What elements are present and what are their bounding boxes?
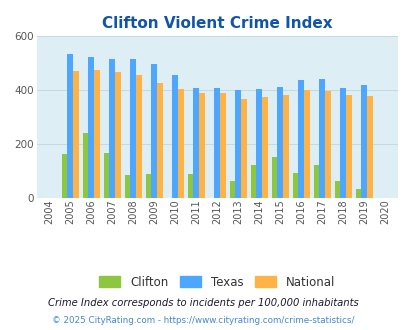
Legend: Clifton, Texas, National: Clifton, Texas, National bbox=[96, 272, 338, 292]
Bar bbox=[88, 57, 94, 198]
Bar bbox=[172, 75, 177, 198]
Bar bbox=[235, 90, 241, 198]
Bar bbox=[303, 90, 309, 198]
Bar bbox=[136, 75, 141, 198]
Bar bbox=[271, 157, 277, 198]
Bar bbox=[250, 165, 256, 198]
Bar bbox=[214, 87, 220, 198]
Bar bbox=[220, 93, 225, 198]
Bar bbox=[366, 96, 372, 198]
Bar bbox=[319, 79, 324, 198]
Bar bbox=[360, 85, 366, 198]
Bar bbox=[334, 181, 339, 198]
Bar bbox=[339, 87, 345, 198]
Bar bbox=[229, 181, 235, 198]
Bar bbox=[292, 173, 298, 198]
Bar bbox=[198, 93, 204, 198]
Bar bbox=[73, 71, 79, 198]
Bar bbox=[83, 133, 88, 198]
Bar bbox=[67, 54, 73, 198]
Bar bbox=[151, 64, 157, 198]
Text: © 2025 CityRating.com - https://www.cityrating.com/crime-statistics/: © 2025 CityRating.com - https://www.city… bbox=[51, 316, 354, 325]
Bar bbox=[256, 89, 261, 198]
Bar bbox=[177, 89, 183, 198]
Bar bbox=[261, 97, 267, 198]
Bar bbox=[109, 59, 115, 198]
Bar bbox=[103, 153, 109, 198]
Title: Clifton Violent Crime Index: Clifton Violent Crime Index bbox=[102, 16, 332, 31]
Text: Crime Index corresponds to incidents per 100,000 inhabitants: Crime Index corresponds to incidents per… bbox=[47, 298, 358, 308]
Bar bbox=[157, 82, 162, 198]
Bar bbox=[345, 95, 351, 198]
Bar bbox=[324, 91, 330, 198]
Bar bbox=[282, 95, 288, 198]
Bar bbox=[313, 165, 319, 198]
Bar bbox=[355, 189, 360, 198]
Bar bbox=[187, 174, 193, 198]
Bar bbox=[115, 72, 120, 198]
Bar bbox=[193, 87, 198, 198]
Bar bbox=[298, 80, 303, 198]
Bar bbox=[62, 153, 67, 198]
Bar bbox=[241, 99, 246, 198]
Bar bbox=[124, 175, 130, 198]
Bar bbox=[130, 59, 136, 198]
Bar bbox=[277, 87, 282, 198]
Bar bbox=[94, 70, 99, 198]
Bar bbox=[145, 174, 151, 198]
